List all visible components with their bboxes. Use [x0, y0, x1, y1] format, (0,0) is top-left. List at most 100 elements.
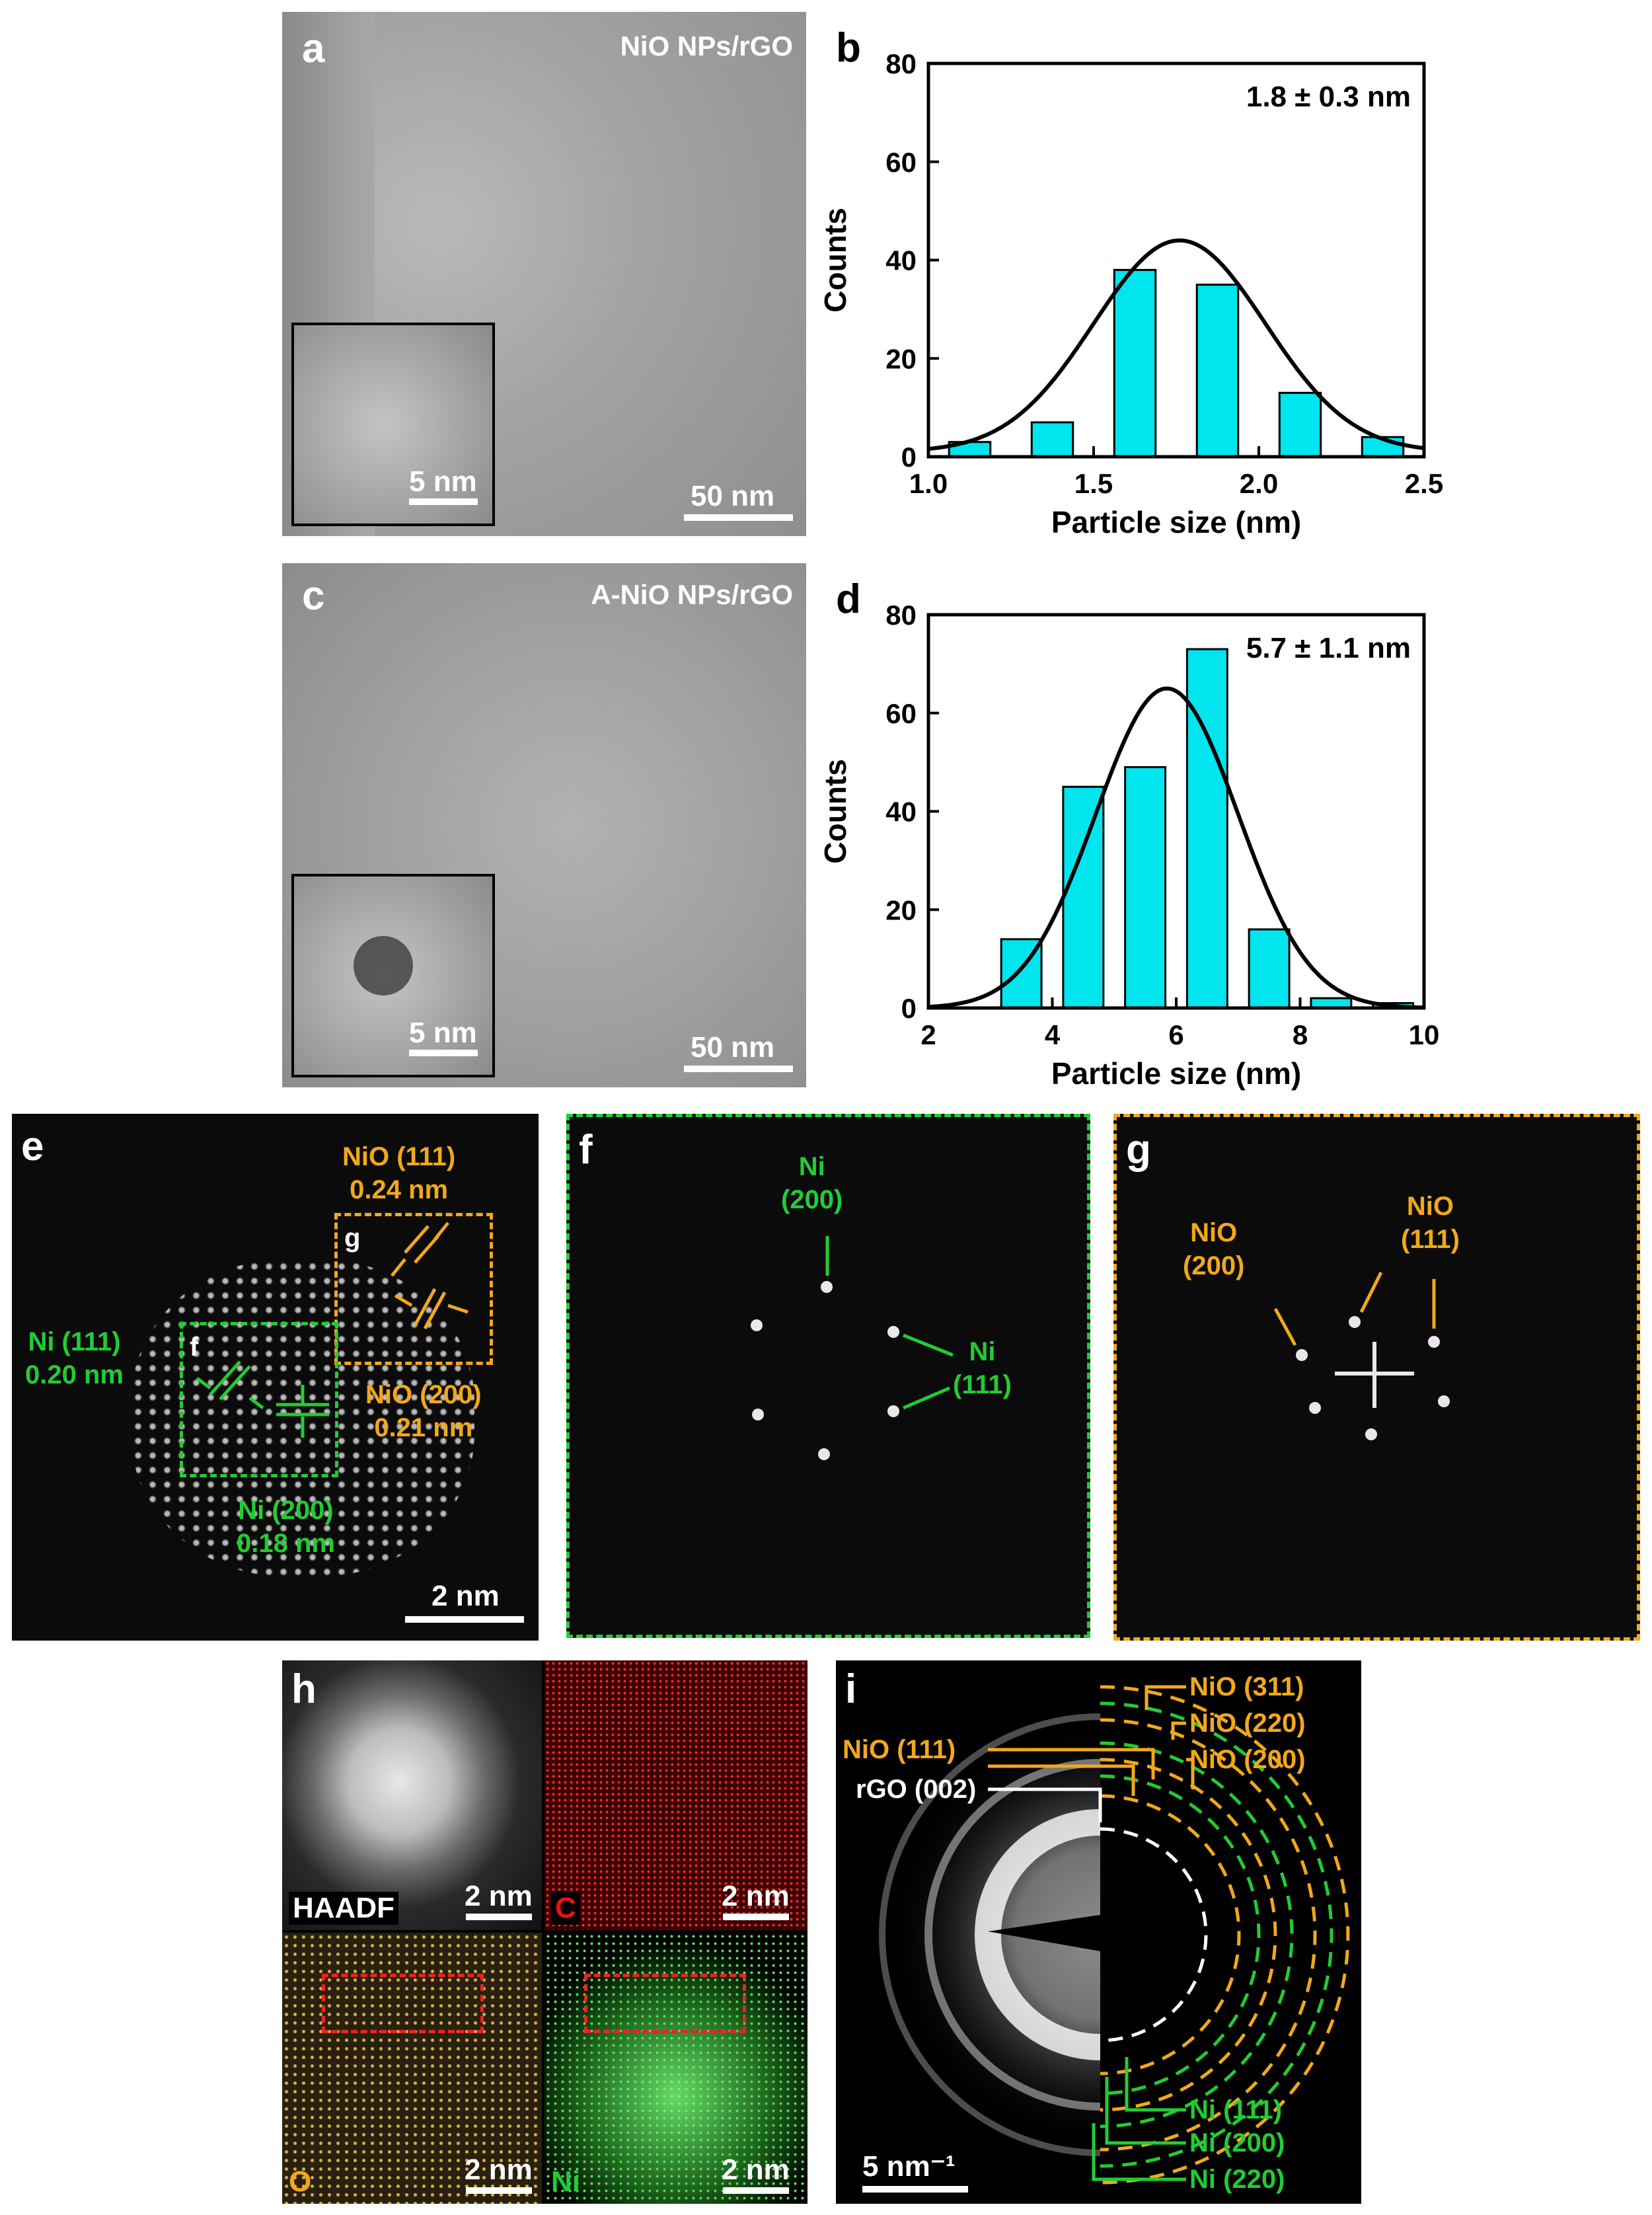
panel-e-box-f-label: f	[190, 1333, 199, 1362]
y-tick-label: 20	[885, 894, 917, 925]
panel-a-scalebar	[684, 514, 793, 521]
x-axis-label: Particle size (nm)	[1051, 1056, 1301, 1091]
panel-d-label: d	[836, 576, 861, 622]
x-tick-label: 10	[1409, 1019, 1440, 1050]
panel-h-o-scalebar	[466, 2187, 532, 2194]
panel-d-chart-svg: d 2 4 6 8 10 0 20 40 60 80 Particle size (nm) Counts…	[818, 576, 1440, 1091]
panel-h-o-map: O 2 nm	[282, 1933, 542, 2204]
panel-f-ni200-label: Ni (200)	[781, 1152, 843, 1214]
panel-f-fft: f Ni (200) Ni (111)	[566, 1114, 1090, 1638]
panel-e-nio200-label: NiO (200) 0.21 nm	[365, 1380, 482, 1442]
panel-f-spots	[751, 1236, 954, 1460]
y-tick-label: 0	[901, 993, 917, 1024]
panel-d-chart: d 2 4 6 8 10 0 20 40 60 80 Particle size (nm) Counts…	[809, 563, 1652, 1105]
panel-i-label: i	[845, 1666, 857, 1712]
panel-h-ni-map: Ni 2 nm	[544, 1933, 807, 2204]
x-tick-label: 4	[1045, 1019, 1061, 1050]
panel-i-nio111-label: NiO (111)	[843, 1735, 956, 1764]
panel-e-box-g: g	[334, 1213, 493, 1365]
histogram-bar	[1113, 268, 1157, 458]
panel-h-ni-scalebar	[723, 2187, 789, 2194]
y-tick-label: 60	[885, 698, 917, 729]
panel-b-chart: b 1.0 1.5 2.0 2.5 0 20 40 60 80 Particle size (nm)…	[809, 12, 1652, 554]
panel-g-spots	[1273, 1271, 1450, 1440]
panel-c-label: c	[302, 573, 325, 619]
panel-h-haadf-map: h HAADF 2 nm	[282, 1660, 542, 1930]
panel-h-c-scalebar	[723, 1914, 789, 1920]
x-tick-label: 2.5	[1405, 468, 1443, 499]
panel-i-ni220-label: Ni (220)	[1189, 2165, 1285, 2194]
panel-e-box-f: f	[180, 1322, 338, 1477]
panel-e-hrtem-image: e g f NiO (111) 0.24 nm NiO (200) 0.21 nm …	[12, 1114, 539, 1641]
panel-a-label: a	[302, 26, 325, 71]
x-tick-label: 2	[920, 1019, 936, 1050]
panel-i-scalebar	[862, 2186, 968, 2193]
panel-e-scalebar	[405, 1616, 524, 1623]
panel-c-tem-image: c A-NiO NPs/rGO 5 nm 50 nm	[282, 563, 806, 1087]
size-annotation: 1.8 ± 0.3 nm	[1246, 81, 1411, 113]
panel-h-c-map: C 2 nm	[544, 1660, 807, 1930]
panel-h-haadf-label: HAADF	[289, 1892, 398, 1925]
panel-e-nio111-label: NiO (111) 0.24 nm	[342, 1142, 456, 1204]
y-tick-label: 0	[901, 442, 917, 473]
panel-h-haadf-scale-label: 2 nm	[465, 1880, 533, 1912]
panel-e-ni111-label: Ni (111) 0.20 nm	[25, 1327, 124, 1389]
plot-frame	[926, 61, 1426, 459]
panel-a-tem-image: a NiO NPs/rGO 5 nm 50 nm	[282, 12, 806, 536]
y-tick-label: 80	[885, 600, 917, 631]
x-tick-label: 6	[1168, 1019, 1183, 1050]
panel-h-label: h	[291, 1666, 317, 1712]
panel-h-ni-roi	[584, 1974, 746, 2033]
histogram-bar	[1278, 391, 1322, 458]
panel-g-nio200-label: NiO (200)	[1183, 1218, 1245, 1280]
panel-h-o-label: O	[289, 2165, 312, 2198]
panel-i-nio311-label: NiO (311)	[1189, 1672, 1304, 1701]
panel-i-pattern	[879, 1660, 1361, 2204]
panel-i-ni200-label: Ni (200)	[1189, 2128, 1285, 2157]
panel-e-label: e	[21, 1124, 44, 1169]
panel-a-scale-label: 50 nm	[691, 480, 775, 512]
panel-c-scalebar	[684, 1066, 793, 1072]
gaussian-fit-line	[928, 686, 1425, 1010]
histogram-bar	[1248, 928, 1291, 1009]
y-tick-label: 40	[885, 797, 917, 828]
histogram-bar	[1185, 648, 1228, 1009]
panel-h-ni-scale-label: 2 nm	[722, 2154, 790, 2186]
panel-a-inset: 5 nm	[291, 323, 495, 526]
x-tick-label: 2.0	[1240, 468, 1278, 499]
y-axis-label: Counts	[818, 208, 852, 312]
histogram-bar	[1124, 766, 1167, 1009]
panel-a-inset-scale-label: 5 nm	[409, 465, 477, 498]
y-tick-label: 40	[885, 245, 917, 276]
panel-h-ni-label: Ni	[551, 2165, 580, 2198]
panel-c-scale-label: 50 nm	[691, 1031, 775, 1064]
panel-g-nio111-label: NiO (111)	[1401, 1192, 1460, 1254]
panel-a-inset-scalebar	[409, 498, 478, 505]
panel-c-title: A-NiO NPs/rGO	[591, 579, 793, 610]
panel-i-nio200-label: NiO (200)	[1189, 1745, 1306, 1774]
size-annotation: 5.7 ± 1.1 nm	[1246, 632, 1411, 664]
panel-g-label: g	[1126, 1127, 1151, 1173]
panel-e-arrows	[196, 1222, 469, 1438]
panel-h-o-roi	[322, 1974, 484, 2033]
panel-i-rgo002-label: rGO (002)	[856, 1775, 977, 1804]
panel-e-box-g-label: g	[344, 1224, 361, 1253]
panel-f-ni111-label: Ni (111)	[953, 1337, 1012, 1399]
panel-b-label: b	[836, 25, 861, 71]
panel-i-saed: i NiO (311) NiO (220) NiO (200) NiO (111…	[836, 1660, 1361, 2204]
y-tick-label: 20	[885, 343, 917, 374]
x-tick-label: 8	[1293, 1019, 1308, 1050]
histogram-bar	[1195, 284, 1240, 458]
panel-i-ni111-label: Ni (111)	[1189, 2095, 1283, 2124]
panel-e-ni200-label: Ni (200) 0.18 nm	[237, 1496, 335, 1558]
panel-g-fft: g NiO (200) NiO (111)	[1113, 1114, 1640, 1641]
y-tick-label: 80	[885, 48, 917, 79]
x-tick-label: 1.5	[1074, 468, 1113, 499]
panel-e-scale-label: 2 nm	[432, 1580, 500, 1612]
x-tick-label: 1.0	[909, 468, 948, 499]
y-tick-label: 60	[885, 147, 917, 178]
histogram-bar	[1030, 421, 1074, 458]
x-axis-label: Particle size (nm)	[1051, 505, 1301, 539]
panel-h-c-scale-label: 2 nm	[722, 1880, 790, 1912]
panel-h-haadf-scalebar	[466, 1914, 532, 1920]
